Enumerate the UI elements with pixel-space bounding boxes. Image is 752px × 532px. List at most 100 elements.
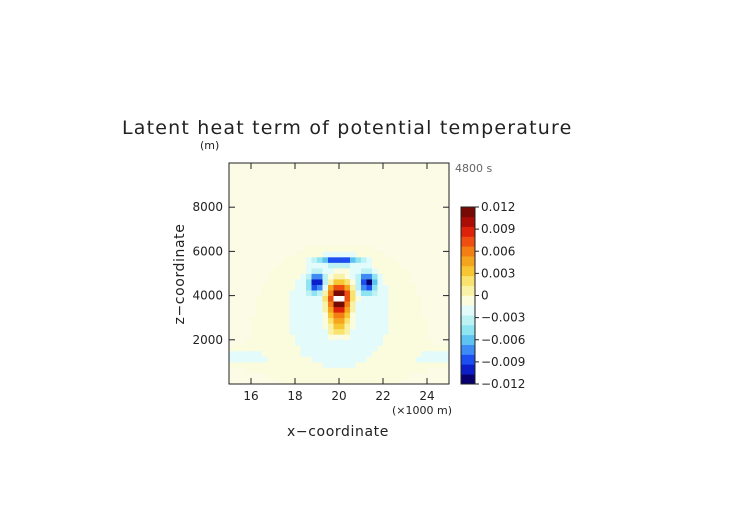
heatmap-cell — [300, 328, 307, 335]
heatmap-cell — [273, 290, 279, 296]
heatmap-cell — [383, 356, 389, 363]
heatmap-cell — [278, 273, 285, 280]
heatmap-cell — [295, 273, 301, 280]
heatmap-cell — [311, 372, 318, 379]
heatmap-cell — [267, 301, 274, 308]
heatmap-cell — [333, 356, 340, 363]
heatmap-cell — [289, 328, 296, 335]
heatmap-cell — [333, 312, 340, 319]
heatmap-cell — [399, 334, 406, 341]
heatmap-cell — [300, 367, 307, 374]
heatmap-cell — [350, 256, 356, 263]
heatmap-cell — [278, 361, 285, 368]
heatmap-cell — [350, 356, 356, 363]
heatmap-cell — [366, 262, 373, 269]
heatmap-cell — [262, 290, 268, 296]
heatmap-cell — [372, 339, 378, 346]
heatmap-cell — [366, 284, 373, 291]
heatmap-cell — [388, 273, 395, 280]
heatmap-cell — [388, 267, 395, 274]
heatmap-cell — [278, 328, 285, 335]
heatmap-cell — [333, 295, 340, 302]
heatmap-cell — [289, 323, 296, 330]
heatmap-cell — [377, 290, 384, 296]
heatmap-cell — [366, 267, 373, 274]
heatmap-cell — [317, 245, 323, 252]
heatmap-cell — [289, 301, 296, 308]
heatmap-cell — [355, 290, 362, 296]
x-tick-label: 18 — [287, 389, 302, 403]
heatmap-cell — [300, 345, 307, 352]
heatmap-cell — [427, 345, 433, 352]
heatmap-cell — [306, 323, 312, 330]
heatmap-cell — [366, 295, 373, 302]
heatmap-cell — [366, 273, 373, 280]
heatmap-cell — [267, 356, 274, 363]
heatmap-plot: 16 18 20 22 24 2000 4000 6000 8000 — [192, 162, 450, 403]
heatmap-cell — [295, 350, 301, 357]
chart-title: Latent heat term of potential temperatur… — [122, 117, 572, 139]
heatmap-cell — [416, 328, 422, 335]
heatmap-cell — [421, 317, 428, 324]
heatmap-cell — [443, 350, 450, 357]
heatmap-cell — [388, 361, 395, 368]
y-tick-label: 4000 — [192, 289, 223, 303]
heatmap-cell — [394, 323, 400, 330]
heatmap-cell — [311, 245, 318, 252]
heatmap-cell — [300, 317, 307, 324]
heatmap-cell — [350, 334, 356, 341]
heatmap-cell — [366, 256, 373, 263]
heatmap-cell — [377, 267, 384, 274]
heatmap-cell — [405, 295, 411, 302]
heatmap-cell — [344, 312, 351, 319]
heatmap-cell — [240, 350, 246, 357]
heatmap-cell — [328, 267, 334, 274]
heatmap-cell — [350, 361, 356, 368]
heatmap-cell — [289, 378, 296, 385]
heatmap-cell — [262, 328, 268, 335]
heatmap-cell — [278, 262, 285, 269]
heatmap-cell — [284, 256, 290, 263]
heatmap-cell — [306, 334, 312, 341]
heatmap-cell — [322, 245, 329, 252]
heatmap-cell — [421, 356, 428, 363]
heatmap-cell — [344, 328, 351, 335]
heatmap-cell — [372, 378, 378, 385]
heatmap-cell — [383, 317, 389, 324]
heatmap-cell — [295, 279, 301, 285]
heatmap-cell — [416, 361, 422, 368]
heatmap-cell — [289, 295, 296, 302]
heatmap-cell — [339, 251, 345, 258]
heatmap-cell — [278, 378, 285, 385]
heatmap-cell — [306, 378, 312, 385]
heatmap-cell — [322, 273, 329, 280]
heatmap-cell — [344, 301, 351, 308]
heatmap-cell — [300, 256, 307, 263]
heatmap-cell — [256, 317, 263, 324]
heatmap-cell — [361, 367, 367, 374]
heatmap-cell — [372, 367, 378, 374]
heatmap-cell — [278, 317, 285, 324]
heatmap-cell — [229, 350, 235, 357]
heatmap-cell — [361, 251, 367, 258]
heatmap-cell — [405, 312, 411, 319]
heatmap-cell — [361, 323, 367, 330]
heatmap-cell — [372, 345, 378, 352]
heatmap-cell — [361, 345, 367, 352]
heatmap-cell — [311, 295, 318, 302]
heatmap-cell — [339, 323, 345, 330]
heatmap-cell — [399, 328, 406, 335]
heatmap-cell — [262, 361, 268, 368]
heatmap-cell — [333, 317, 340, 324]
heatmap-cell — [355, 295, 362, 302]
heatmap-cell — [311, 350, 318, 357]
heatmap-cell — [366, 306, 373, 313]
heatmap-cell — [377, 279, 384, 285]
heatmap-cell — [372, 334, 378, 341]
heatmap-cell — [388, 328, 395, 335]
heatmap-cell — [284, 350, 290, 357]
heatmap-cell — [377, 251, 384, 258]
heatmap-cell — [295, 312, 301, 319]
heatmap-cell — [355, 279, 362, 285]
heatmap-cell — [388, 345, 395, 352]
